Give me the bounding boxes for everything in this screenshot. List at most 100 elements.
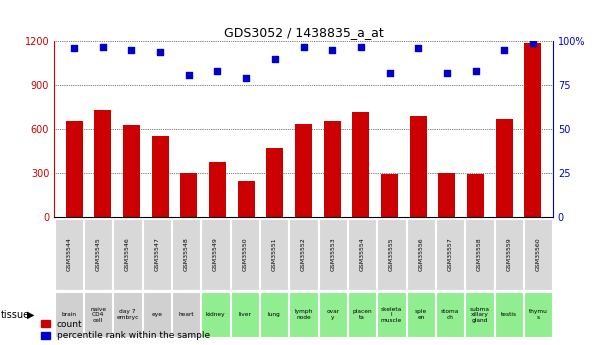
Legend: count, percentile rank within the sample: count, percentile rank within the sample xyxy=(41,320,210,341)
Bar xyxy=(438,172,456,217)
Text: ovar
y: ovar y xyxy=(326,309,340,320)
FancyBboxPatch shape xyxy=(201,293,230,337)
Text: day 7
embryc: day 7 embryc xyxy=(116,309,139,320)
Text: GSM35544: GSM35544 xyxy=(66,237,72,272)
FancyBboxPatch shape xyxy=(290,219,317,290)
Point xyxy=(413,46,423,51)
Point xyxy=(442,70,452,76)
Text: GSM35554: GSM35554 xyxy=(359,238,365,271)
Text: thymu
s: thymu s xyxy=(529,309,548,320)
Bar xyxy=(323,120,341,217)
Text: kidney: kidney xyxy=(206,312,225,317)
FancyBboxPatch shape xyxy=(377,293,406,337)
Text: GSM35560: GSM35560 xyxy=(535,238,541,271)
Text: GSM35550: GSM35550 xyxy=(242,238,248,271)
Text: brain: brain xyxy=(61,312,76,317)
Text: ▶: ▶ xyxy=(27,310,34,320)
Point xyxy=(270,56,279,62)
Bar xyxy=(295,124,312,217)
Text: skeleta
l
muscle: skeleta l muscle xyxy=(381,306,402,323)
FancyBboxPatch shape xyxy=(172,293,200,337)
Bar xyxy=(496,119,513,217)
Point xyxy=(528,40,538,46)
Point xyxy=(69,46,79,51)
FancyBboxPatch shape xyxy=(84,293,112,337)
Text: GSM35552: GSM35552 xyxy=(301,238,306,271)
FancyBboxPatch shape xyxy=(142,293,171,337)
FancyBboxPatch shape xyxy=(84,219,112,290)
FancyBboxPatch shape xyxy=(231,219,259,290)
FancyBboxPatch shape xyxy=(377,219,406,290)
FancyBboxPatch shape xyxy=(466,293,493,337)
FancyBboxPatch shape xyxy=(201,219,230,290)
Text: naive
CD4
cell: naive CD4 cell xyxy=(90,306,106,323)
Bar xyxy=(123,125,140,217)
Point xyxy=(356,44,365,49)
Point xyxy=(184,72,194,78)
Bar xyxy=(467,174,484,217)
Text: GSM35551: GSM35551 xyxy=(272,238,276,271)
FancyBboxPatch shape xyxy=(348,293,376,337)
FancyBboxPatch shape xyxy=(407,219,435,290)
Text: lymph
node: lymph node xyxy=(294,309,313,320)
Point xyxy=(499,47,509,53)
Bar xyxy=(524,43,542,217)
Point xyxy=(242,76,251,81)
Text: tissue: tissue xyxy=(1,310,30,320)
Bar xyxy=(381,174,398,217)
Title: GDS3052 / 1438835_a_at: GDS3052 / 1438835_a_at xyxy=(224,26,383,39)
FancyBboxPatch shape xyxy=(407,293,435,337)
Text: stoma
ch: stoma ch xyxy=(441,309,459,320)
FancyBboxPatch shape xyxy=(114,293,141,337)
Text: GSM35558: GSM35558 xyxy=(477,238,482,271)
Text: GSM35546: GSM35546 xyxy=(125,238,130,271)
FancyBboxPatch shape xyxy=(114,219,141,290)
Point xyxy=(155,49,165,55)
Bar xyxy=(237,181,255,217)
Text: eye: eye xyxy=(151,312,162,317)
FancyBboxPatch shape xyxy=(142,219,171,290)
Point xyxy=(471,69,480,74)
Text: GSM35555: GSM35555 xyxy=(389,238,394,271)
FancyBboxPatch shape xyxy=(495,219,523,290)
FancyBboxPatch shape xyxy=(524,293,552,337)
FancyBboxPatch shape xyxy=(524,219,552,290)
Text: GSM35557: GSM35557 xyxy=(448,238,453,271)
Text: subma
xillary
gland: subma xillary gland xyxy=(469,306,490,323)
Point xyxy=(299,44,308,49)
Text: liver: liver xyxy=(239,312,251,317)
FancyBboxPatch shape xyxy=(436,293,465,337)
Text: GSM35559: GSM35559 xyxy=(507,238,511,271)
FancyBboxPatch shape xyxy=(260,293,288,337)
Bar xyxy=(209,162,226,217)
Bar xyxy=(94,110,111,217)
FancyBboxPatch shape xyxy=(466,219,493,290)
FancyBboxPatch shape xyxy=(319,293,347,337)
FancyBboxPatch shape xyxy=(260,219,288,290)
Bar xyxy=(266,148,284,217)
FancyBboxPatch shape xyxy=(319,219,347,290)
FancyBboxPatch shape xyxy=(495,293,523,337)
Text: heart: heart xyxy=(178,312,194,317)
Text: placen
ta: placen ta xyxy=(352,309,372,320)
Point xyxy=(98,44,108,49)
Text: GSM35545: GSM35545 xyxy=(96,238,100,271)
FancyBboxPatch shape xyxy=(290,293,317,337)
Point xyxy=(328,47,337,53)
Text: GSM35556: GSM35556 xyxy=(418,238,423,271)
Point xyxy=(127,47,136,53)
Text: testis: testis xyxy=(501,312,517,317)
Bar xyxy=(151,136,169,217)
FancyBboxPatch shape xyxy=(436,219,465,290)
Bar xyxy=(180,172,198,217)
Text: GSM35548: GSM35548 xyxy=(184,238,189,271)
Text: GSM35547: GSM35547 xyxy=(154,237,159,272)
Text: GSM35553: GSM35553 xyxy=(331,238,335,271)
FancyBboxPatch shape xyxy=(348,219,376,290)
Point xyxy=(213,69,222,74)
FancyBboxPatch shape xyxy=(55,293,83,337)
Text: lung: lung xyxy=(268,312,281,317)
Text: GSM35549: GSM35549 xyxy=(213,237,218,272)
Bar xyxy=(352,112,370,217)
Text: sple
en: sple en xyxy=(415,309,427,320)
